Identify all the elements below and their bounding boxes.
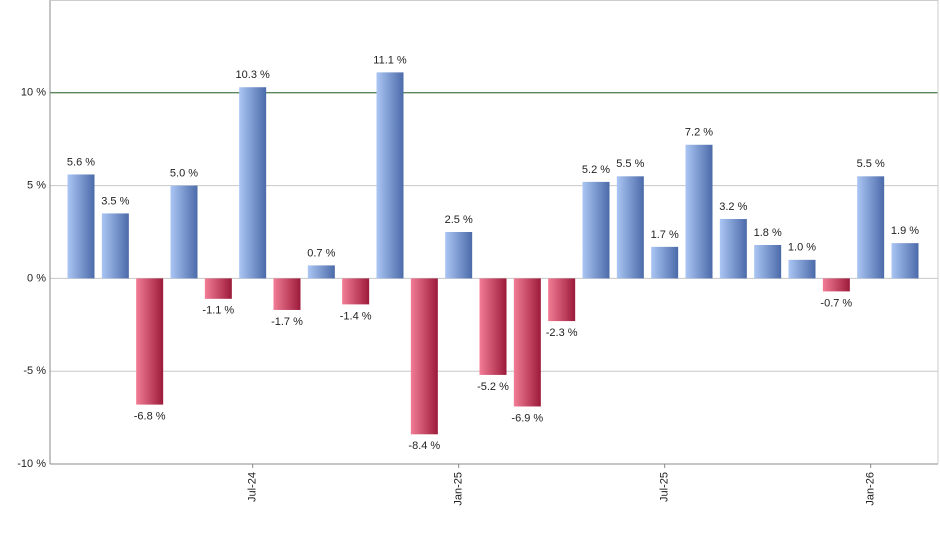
bar (136, 278, 164, 405)
bar (101, 213, 129, 279)
bar (857, 176, 885, 279)
value-label: 1.0 % (788, 242, 816, 254)
bar (651, 246, 679, 279)
value-label: -8.4 % (408, 440, 440, 452)
bar (685, 144, 713, 279)
y-tick-label: -10 % (17, 458, 46, 470)
value-label: -1.1 % (202, 305, 234, 317)
x-tick-label: Jan-26 (865, 472, 877, 506)
value-label: 5.2 % (582, 164, 610, 176)
value-label: 5.6 % (67, 156, 95, 168)
x-tick-label: Jan-25 (453, 472, 465, 506)
bar (548, 278, 576, 322)
x-tick-label: Jul-25 (659, 472, 671, 502)
value-label: 5.5 % (616, 158, 644, 170)
bar (239, 87, 267, 279)
value-label: -0.7 % (820, 297, 852, 309)
bar (204, 278, 232, 299)
bar (67, 174, 95, 279)
bar (342, 278, 370, 305)
value-label: -1.4 % (340, 310, 372, 322)
bar (788, 259, 816, 279)
bar (170, 185, 198, 279)
y-tick-label: 10 % (21, 87, 46, 99)
bar (410, 278, 438, 435)
y-tick-label: 5 % (27, 180, 46, 192)
bar (616, 176, 644, 279)
value-label: 11.1 % (373, 54, 407, 66)
bar (479, 278, 507, 375)
bar (582, 181, 610, 279)
bar (822, 278, 850, 292)
value-label: -5.2 % (477, 381, 509, 393)
value-label: 3.5 % (101, 195, 129, 207)
bar (307, 265, 335, 279)
y-tick-label: 0 % (27, 272, 46, 284)
bar (445, 232, 473, 279)
value-label: -6.8 % (134, 411, 166, 423)
value-label: -1.7 % (271, 316, 303, 328)
value-label: -2.3 % (546, 327, 578, 339)
y-tick-label: -5 % (23, 365, 46, 377)
bar (754, 244, 782, 279)
value-label: 0.7 % (307, 247, 335, 259)
value-label: 10.3 % (236, 69, 270, 81)
value-label: 5.0 % (170, 168, 198, 180)
bar (513, 278, 541, 407)
value-label: 1.8 % (754, 227, 782, 239)
value-label: 7.2 % (685, 127, 713, 139)
bar (273, 278, 301, 310)
value-label: 1.9 % (891, 225, 919, 237)
bar (376, 72, 404, 279)
value-label: 1.7 % (651, 229, 679, 241)
value-label: 5.5 % (857, 158, 885, 170)
x-tick-label: Jul-24 (247, 472, 259, 502)
value-label: 3.2 % (719, 201, 747, 213)
bar (719, 219, 747, 279)
value-label: 2.5 % (445, 214, 473, 226)
value-label: -6.9 % (511, 412, 543, 424)
bar (891, 243, 919, 279)
